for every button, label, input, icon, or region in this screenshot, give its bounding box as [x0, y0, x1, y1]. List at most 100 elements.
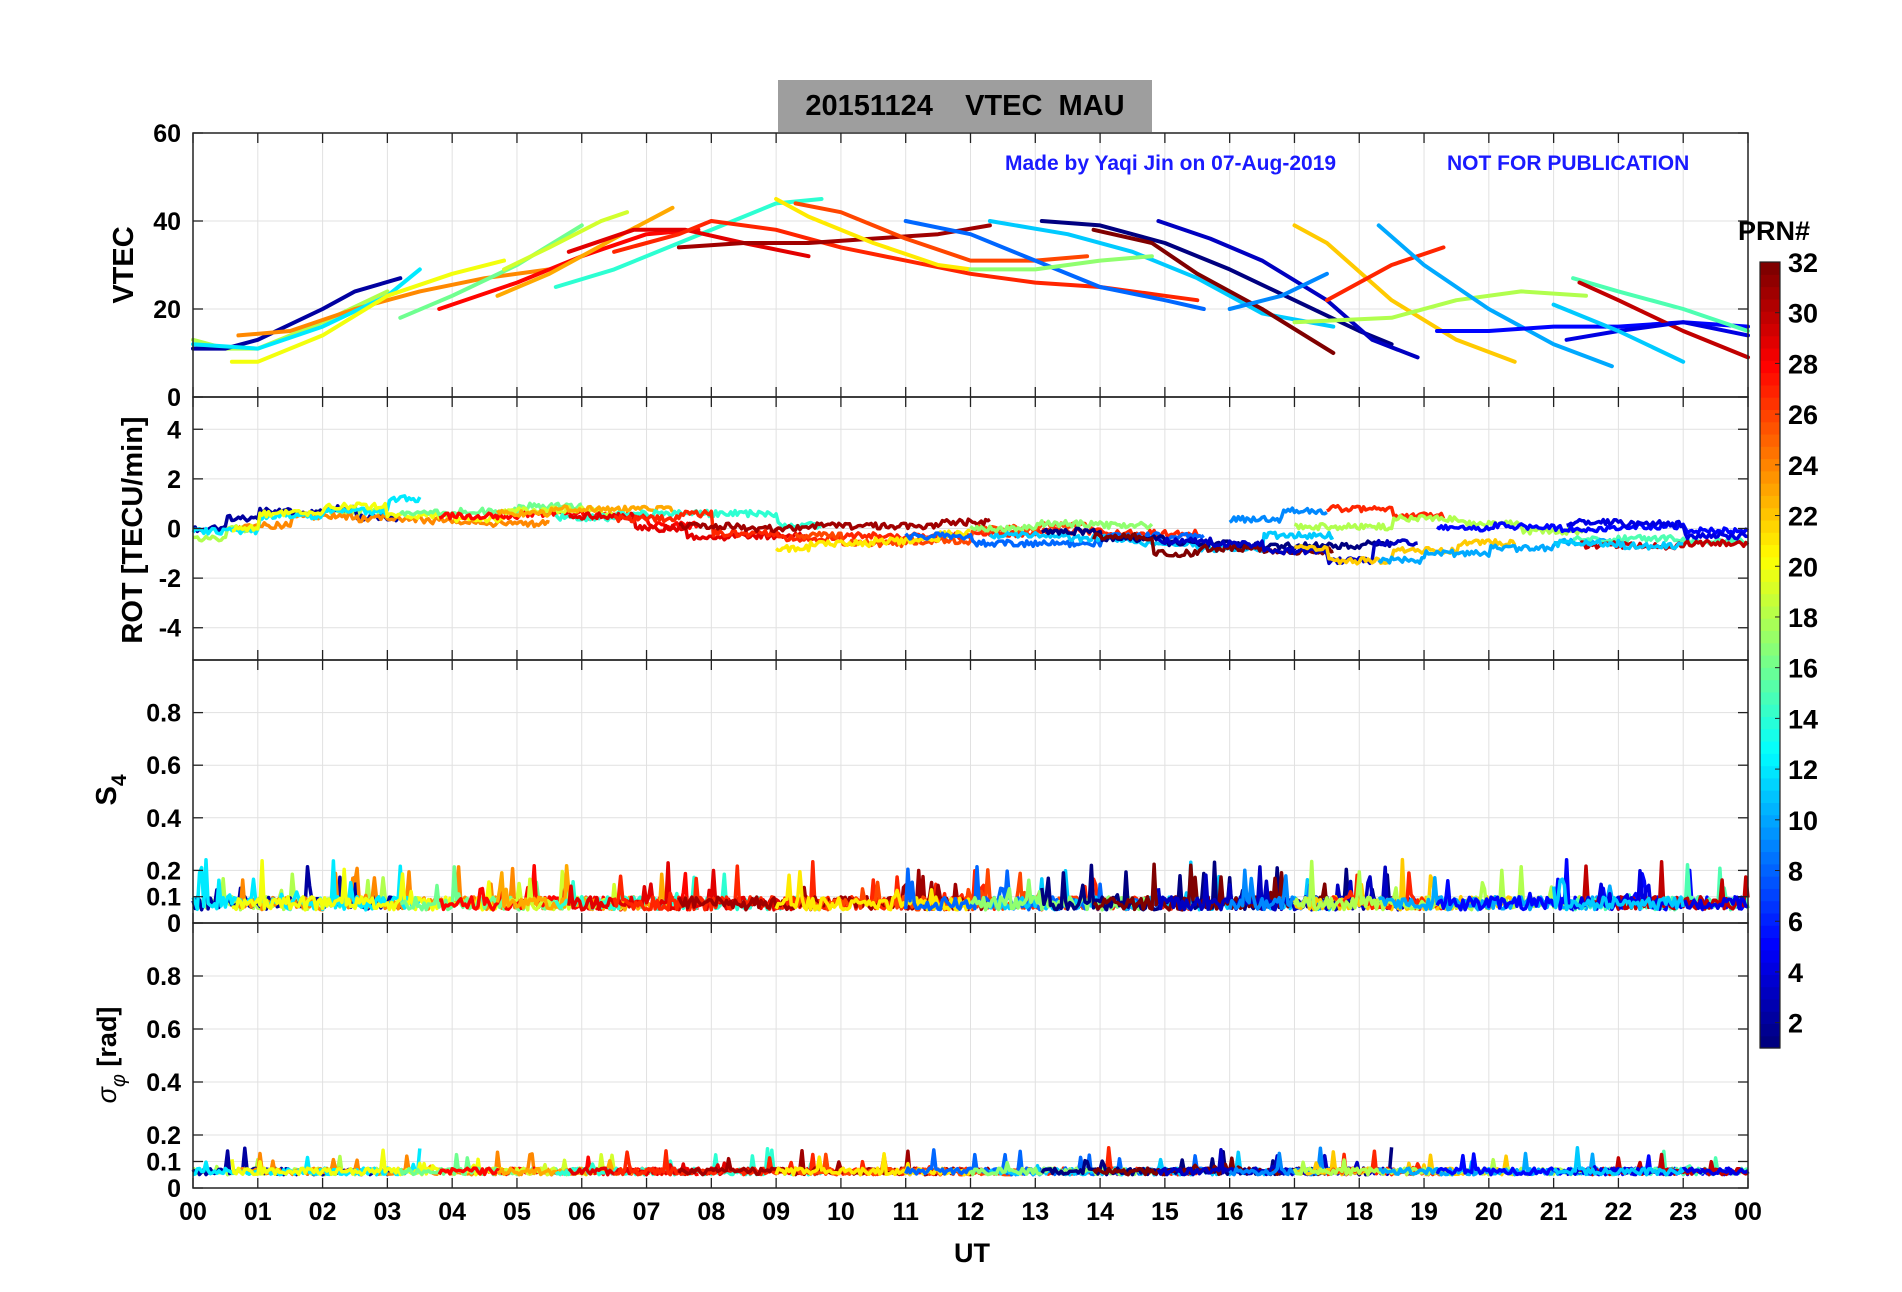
vtec-trace: [774, 197, 973, 272]
x-tick-label: 00: [1734, 1198, 1762, 1226]
vtec-trace: [191, 276, 403, 351]
colorbar-cell: [1760, 1035, 1780, 1049]
vtec-trace: [502, 210, 630, 272]
rot-ylabel: ROT [TECU/min]: [117, 416, 149, 643]
colorbar-tick-label: 26: [1788, 400, 1818, 430]
rot-trace: [496, 504, 675, 518]
rot-trace: [1326, 503, 1446, 521]
colorbar-cell: [1760, 876, 1780, 889]
colorbar-cell: [1760, 826, 1780, 840]
sigma-ytick-label: 0.1: [146, 1149, 181, 1177]
colorbar-cell: [1760, 519, 1780, 533]
colorbar-tick-label: 4: [1788, 958, 1803, 988]
colorbar-cell: [1760, 507, 1780, 521]
colorbar-cell: [1760, 925, 1780, 939]
rot-trace: [613, 509, 1199, 544]
x-tick-label: 18: [1345, 1198, 1373, 1226]
colorbar-cell: [1760, 728, 1780, 742]
colorbar-cell: [1760, 716, 1780, 730]
vtec-ytick-label: 40: [153, 208, 181, 236]
colorbar-cell: [1760, 667, 1780, 681]
s4-ylabel-sub: 4: [108, 774, 131, 786]
colorbar-tick-label: 24: [1788, 451, 1818, 481]
colorbar-cell: [1760, 372, 1780, 386]
colorbar-cell: [1760, 593, 1780, 607]
x-tick-label: 23: [1669, 1198, 1697, 1226]
colorbar-tick-label: 32: [1788, 248, 1818, 278]
x-tick-label: 19: [1410, 1198, 1438, 1226]
x-tick-label: 08: [697, 1198, 725, 1226]
colorbar-cell: [1760, 740, 1780, 754]
rot-ytick-label: 2: [167, 466, 181, 494]
s4-ytick-label: 0.4: [146, 805, 181, 833]
colorbar-cell: [1760, 360, 1780, 374]
colorbar-tick-label: 22: [1788, 502, 1818, 532]
colorbar-cell: [1760, 962, 1780, 975]
rot-trace: [1553, 538, 1684, 551]
vtec-trace: [1091, 227, 1336, 355]
x-tick-label: 00: [179, 1198, 207, 1226]
vtec-trace: [1292, 289, 1588, 325]
colorbar-cell: [1760, 397, 1780, 410]
vtec-ylabel: VTEC: [108, 226, 140, 303]
x-tick-label: 17: [1281, 1198, 1309, 1226]
colorbar-frame: [1759, 261, 1781, 1049]
colorbar-tick-label: 6: [1788, 907, 1803, 937]
rot-trace: [1040, 526, 1394, 551]
rot-trace: [1566, 517, 1749, 541]
colorbar-cell: [1760, 790, 1780, 803]
x-tick-label: 04: [438, 1198, 466, 1226]
rot-trace: [1157, 536, 1418, 566]
sigma-ytick-label: 0.4: [146, 1069, 181, 1097]
x-tick-label: 10: [827, 1198, 855, 1226]
sigma-ytick-label: 0.8: [146, 963, 181, 991]
x-tick-label: 02: [309, 1198, 337, 1226]
sigma-ytick-label: 0.2: [146, 1122, 181, 1150]
rot-trace: [774, 528, 971, 553]
rot-trace: [969, 518, 1154, 534]
colorbar-cell: [1760, 409, 1780, 423]
colorbar-cell: [1760, 286, 1780, 300]
vtec-trace: [229, 258, 506, 364]
sigma-ylabel-unit: [rad]: [92, 1007, 122, 1075]
sigma-ylabel: σφ [rad]: [92, 1007, 130, 1104]
sigma-frame: [192, 922, 1749, 1189]
colorbar-tick-label: 20: [1788, 552, 1818, 582]
colorbar-cell: [1760, 262, 1780, 275]
colorbar-cell: [1760, 298, 1780, 312]
rot-trace: [1436, 521, 1749, 536]
colorbar-cell: [1760, 569, 1780, 582]
rot-trace: [1228, 506, 1328, 524]
x-tick-label: 20: [1475, 1198, 1503, 1226]
colorbar-tick-label: 18: [1788, 603, 1818, 633]
colorbar-cell: [1760, 851, 1780, 865]
rot-trace: [567, 511, 810, 542]
rot-ytick-label: 0: [167, 516, 181, 544]
vtec-trace: [191, 267, 422, 351]
x-tick-label: 01: [244, 1198, 272, 1226]
s4-ylabel: S4: [91, 774, 131, 805]
rot-ytick-label: -2: [159, 565, 181, 593]
sigma-ytick-label: 0.6: [146, 1016, 181, 1044]
x-tick-label: 13: [1021, 1198, 1049, 1226]
colorbar-cell: [1760, 655, 1780, 668]
colorbar-cell: [1760, 384, 1780, 398]
colorbar-cell: [1760, 483, 1780, 496]
colorbar-tick-label: 10: [1788, 806, 1818, 836]
sigma-trace: [192, 1148, 422, 1177]
s4-ylabel-main: S: [91, 786, 123, 805]
colorbar-cell: [1760, 532, 1780, 546]
x-tick-label: 16: [1216, 1198, 1244, 1226]
colorbar-cell: [1760, 544, 1780, 558]
colorbar-cell: [1760, 888, 1780, 902]
sigma-ylabel-sub: φ: [108, 1074, 130, 1087]
colorbar-cell: [1760, 556, 1780, 570]
colorbar-tick-label: 8: [1788, 857, 1803, 887]
colorbar-cell: [1760, 323, 1780, 337]
s4-ytick-label: 0.2: [146, 857, 181, 885]
colorbar-cell: [1760, 839, 1780, 853]
x-tick-label: 09: [762, 1198, 790, 1226]
colorbar-tick-label: 28: [1788, 349, 1818, 379]
s4-ytick-label: 0.6: [146, 752, 181, 780]
